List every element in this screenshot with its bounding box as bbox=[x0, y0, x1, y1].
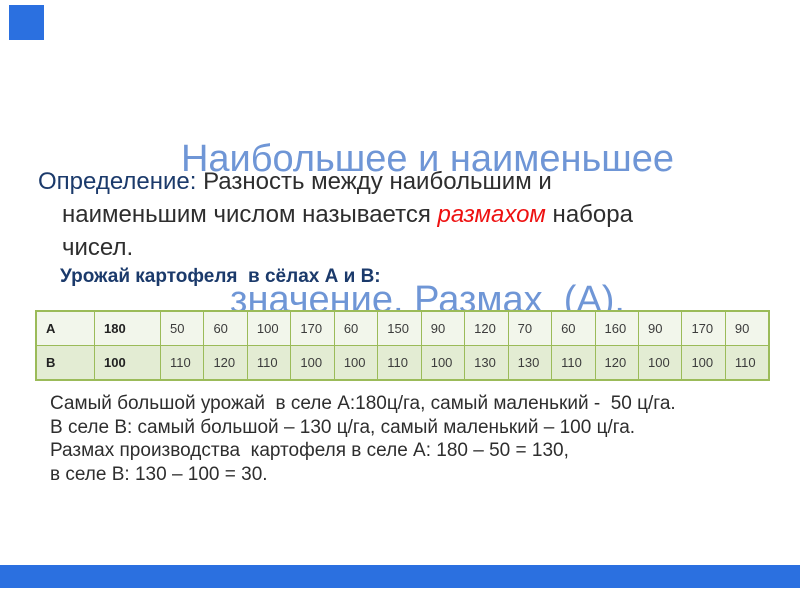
value-cell: 100 bbox=[333, 345, 379, 381]
value-cell: 130 bbox=[464, 345, 509, 381]
slide-title-line1: Наибольшее и наименьшее bbox=[180, 138, 675, 180]
harvest-table: А 180 50 60 100 170 60 150 90 120 70 60 160 90 170 90 В 1… bbox=[35, 310, 770, 381]
value-cell: 170 bbox=[681, 310, 726, 346]
value-cell: 110 bbox=[377, 345, 422, 381]
value-cell: 170 bbox=[290, 310, 335, 346]
value-cell: 110 bbox=[159, 345, 205, 381]
value-cell: 180 bbox=[94, 310, 161, 346]
analysis-line: Размах производства картофеля в селе А: … bbox=[50, 440, 569, 461]
value-cell: 100 bbox=[94, 345, 161, 381]
analysis-line: Самый большой урожай в селе А:180ц/га, с… bbox=[50, 393, 676, 414]
value-cell: 90 bbox=[420, 310, 466, 346]
value-cell: 120 bbox=[594, 345, 639, 381]
value-cell: 60 bbox=[203, 310, 248, 346]
table-row: А 180 50 60 100 170 60 150 90 120 70 60 160 90 170 90 bbox=[35, 310, 770, 346]
value-cell: 70 bbox=[507, 310, 553, 346]
value-cell: 100 bbox=[290, 345, 335, 381]
analysis-line: В селе В: самый большой – 130 ц/га, самы… bbox=[50, 416, 636, 438]
value-cell: 150 bbox=[377, 310, 422, 346]
definition-text-3: набора bbox=[545, 201, 633, 228]
definition-label: Определение: bbox=[38, 168, 197, 195]
value-cell: 130 bbox=[507, 345, 553, 381]
subtitle-harvest: Урожай картофеля в сёлах А и В: bbox=[60, 266, 381, 287]
value-cell: 100 bbox=[246, 310, 292, 346]
value-cell: 100 bbox=[420, 345, 466, 381]
value-cell: 160 bbox=[594, 310, 639, 346]
value-cell: 60 bbox=[333, 310, 379, 346]
definition-paragraph: Определение: Разность между наибольшим и… bbox=[38, 165, 638, 264]
analysis-line: в селе В: 130 – 100 = 30. bbox=[50, 463, 268, 485]
value-cell: 50 bbox=[159, 310, 205, 346]
analysis-text: Самый большой урожай в селе А:180ц/га, с… bbox=[50, 392, 770, 486]
value-cell: 110 bbox=[724, 345, 770, 381]
value-cell: 100 bbox=[681, 345, 726, 381]
table-row: В 100 110 120 110 100 100 110 100 130 130 110 120 100… bbox=[35, 345, 770, 381]
value-cell: 90 bbox=[637, 310, 683, 346]
value-cell: 100 bbox=[637, 345, 683, 381]
value-cell: 120 bbox=[203, 345, 248, 381]
corner-accent-square bbox=[9, 5, 44, 40]
definition-text-4: чисел. bbox=[62, 234, 134, 261]
row-label-cell: А bbox=[35, 310, 95, 346]
value-cell: 60 bbox=[551, 310, 596, 346]
value-cell: 120 bbox=[464, 310, 509, 346]
definition-line3: чисел. bbox=[38, 231, 638, 264]
definition-line1: Определение: Разность между наибольшим и bbox=[38, 165, 638, 198]
range-term-highlight: размахом bbox=[437, 201, 546, 228]
definition-text-2: наименьшим числом называется bbox=[62, 201, 438, 228]
value-cell: 110 bbox=[246, 345, 292, 381]
bottom-accent-bar bbox=[0, 565, 800, 588]
value-cell: 110 bbox=[551, 345, 596, 381]
value-cell: 90 bbox=[724, 310, 770, 346]
definition-text-1: Разность между наибольшим и bbox=[196, 168, 552, 195]
definition-line2: наименьшим числом называется размахом на… bbox=[38, 198, 638, 231]
row-label-cell: В bbox=[35, 345, 95, 381]
